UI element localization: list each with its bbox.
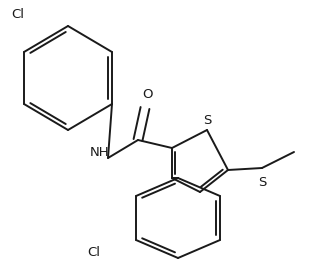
Text: Cl: Cl (88, 246, 100, 258)
Text: S: S (203, 114, 211, 126)
Text: NH: NH (90, 147, 110, 159)
Text: Cl: Cl (12, 7, 24, 21)
Text: S: S (258, 177, 266, 190)
Text: O: O (143, 88, 153, 101)
